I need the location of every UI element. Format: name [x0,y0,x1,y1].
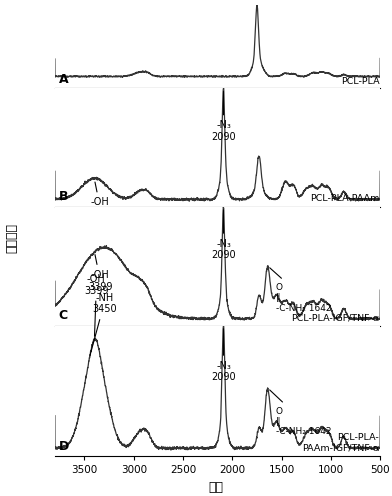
Text: O
‖
-C-NH₂ 1642: O ‖ -C-NH₂ 1642 [270,390,331,436]
Text: -N₃
2090: -N₃ 2090 [211,210,236,260]
Text: -OH
3399: -OH 3399 [88,254,113,292]
Text: PCL-PLA-IGF/TNF-α: PCL-PLA-IGF/TNF-α [291,313,379,322]
Text: D: D [59,439,69,452]
Text: PCL-PLA-
PAAm-IGF/TNF-α: PCL-PLA- PAAm-IGF/TNF-α [302,433,379,452]
Text: 波数: 波数 [208,481,223,494]
Text: PCL-PLA-PAAm: PCL-PLA-PAAm [310,194,379,203]
Text: PCL-PLA: PCL-PLA [341,77,379,86]
Text: 相对强度: 相对强度 [5,223,18,253]
Text: B: B [59,190,68,203]
Text: -NH
3450: -NH 3450 [90,293,116,355]
Text: -OH
3399: -OH 3399 [88,182,113,219]
Text: C: C [59,310,68,322]
Text: -N₃
2090: -N₃ 2090 [211,91,236,142]
Text: A: A [59,73,69,86]
Text: -N₃
2090: -N₃ 2090 [211,329,236,382]
Text: -OH
3399: -OH 3399 [84,274,109,336]
Text: O
‖
-C-NH₂ 1642: O ‖ -C-NH₂ 1642 [270,268,331,312]
